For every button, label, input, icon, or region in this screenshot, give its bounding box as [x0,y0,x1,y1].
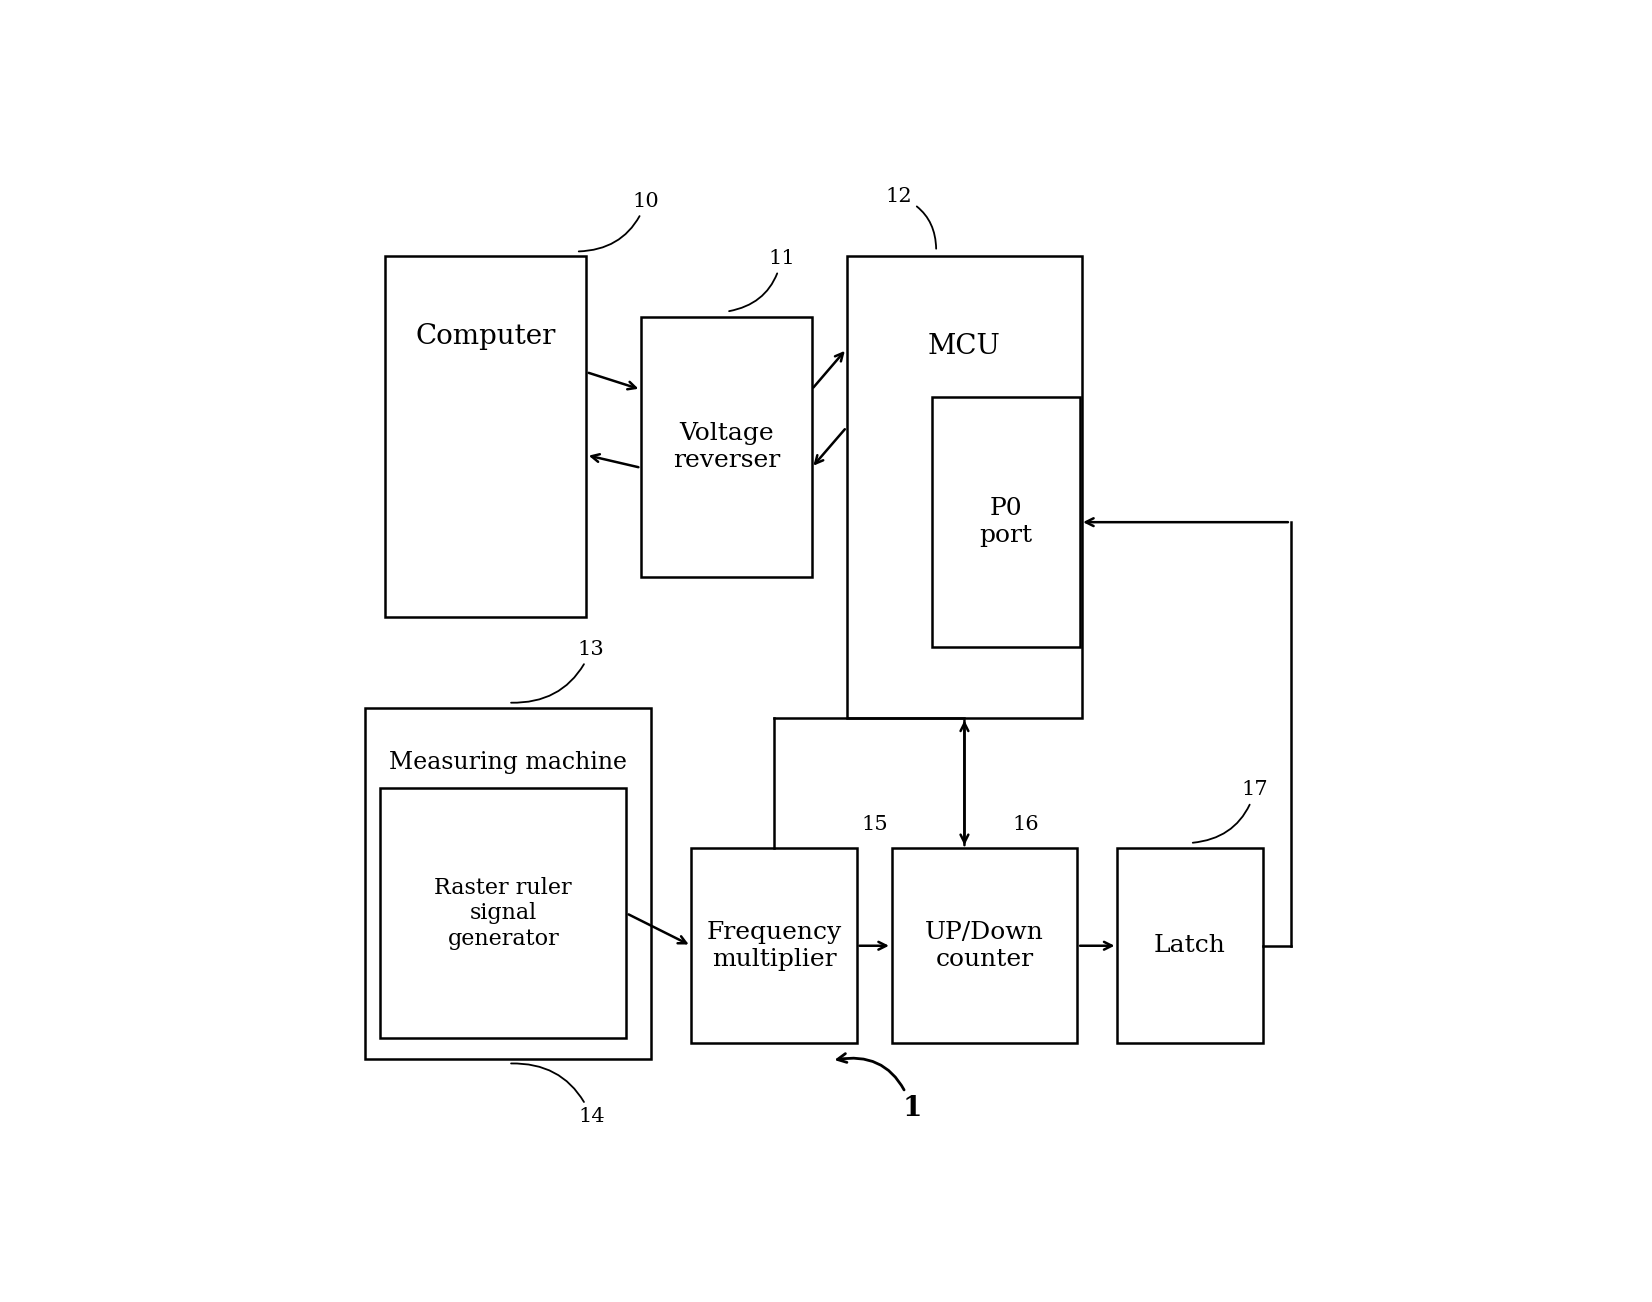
Text: 15: 15 [862,815,889,835]
Text: Raster ruler
signal
generator: Raster ruler signal generator [434,876,572,949]
Bar [385,256,586,617]
Bar [1117,848,1262,1043]
Bar [380,788,626,1039]
Text: 1: 1 [838,1053,922,1122]
Text: Measuring machine: Measuring machine [390,751,628,775]
Text: 14: 14 [510,1064,605,1126]
Text: MCU: MCU [928,333,1001,361]
Bar [365,708,651,1059]
Bar [847,256,1082,717]
Text: Voltage
reverser: Voltage reverser [672,422,780,471]
Text: 17: 17 [1193,780,1269,842]
Text: UP/Down
counter: UP/Down counter [925,921,1044,970]
Text: 16: 16 [1013,815,1039,835]
Text: P0
port: P0 port [980,497,1032,547]
Bar [892,848,1077,1043]
Text: Latch: Latch [1155,935,1226,957]
Text: 12: 12 [885,187,937,249]
Bar [932,397,1080,647]
Text: 13: 13 [510,641,605,703]
Text: Computer: Computer [416,323,557,350]
Text: 11: 11 [729,249,795,311]
Text: Frequency
multiplier: Frequency multiplier [707,921,841,970]
Bar [641,316,811,577]
Bar [691,848,857,1043]
Text: 10: 10 [578,191,659,251]
